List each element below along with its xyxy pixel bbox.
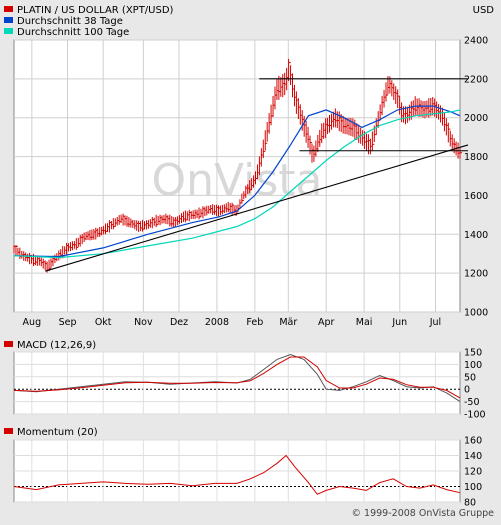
price-ytick-label: 2000 bbox=[464, 113, 488, 124]
macd-grid bbox=[14, 351, 460, 415]
footer-copyright: © 1999-2008 OnVista Gruppe bbox=[352, 508, 495, 519]
price-xtick-label: Sep bbox=[59, 317, 77, 328]
macd-ytick-label: -100 bbox=[464, 410, 486, 421]
price-xtick-label: Okt bbox=[95, 317, 112, 328]
macd-legend-swatch bbox=[4, 341, 13, 347]
legend-swatch-ma100 bbox=[4, 28, 13, 34]
momentum-title: Momentum (20) bbox=[17, 427, 98, 438]
macd-line bbox=[13, 353, 461, 403]
legend-label-ma38: Durchschnitt 38 Tage bbox=[17, 16, 123, 27]
macd-title: MACD (12,26,9) bbox=[17, 340, 96, 351]
macd-signal-line bbox=[13, 356, 461, 399]
legend-swatch-ma38 bbox=[4, 17, 13, 23]
price-ytick-label: 1400 bbox=[464, 230, 488, 241]
macd-ytick-label: -50 bbox=[464, 397, 480, 408]
momentum-ytick-label: 140 bbox=[464, 451, 482, 462]
price-trendlines bbox=[45, 78, 469, 272]
momentum-grid bbox=[14, 439, 460, 503]
watermark-logo: OnVista bbox=[151, 155, 322, 206]
price-ytick-label: 2200 bbox=[464, 74, 488, 85]
price-y-axis: 1000 1200 1400 1600 1800 2000 2200 2400 bbox=[464, 36, 488, 319]
price-xtick-label: Dez bbox=[170, 317, 188, 328]
macd-lines bbox=[13, 353, 461, 403]
macd-ytick-label: 0 bbox=[464, 385, 470, 396]
price-xtick-label: Apr bbox=[318, 317, 335, 328]
legend-label-price: PLATIN / US DOLLAR (XPT/USD) bbox=[17, 5, 174, 16]
momentum-line bbox=[13, 454, 461, 495]
price-lines bbox=[13, 105, 461, 259]
price-xtick-label: Aug bbox=[23, 317, 42, 328]
price-xtick-label: Feb bbox=[246, 317, 263, 328]
price-legend: PLATIN / US DOLLAR (XPT/USD) Durchschnit… bbox=[4, 5, 174, 38]
trendline-0 bbox=[45, 144, 469, 272]
price-xtick-label: Mär bbox=[279, 317, 297, 328]
price-xtick-label: Jun bbox=[391, 317, 407, 328]
momentum-ytick-label: 100 bbox=[464, 482, 482, 493]
price-ytick-label: 2400 bbox=[464, 36, 488, 47]
price-xtick-label: 2008 bbox=[205, 317, 229, 328]
ma38-line bbox=[13, 105, 461, 258]
price-ytick-label: 1200 bbox=[464, 269, 488, 280]
price-grid bbox=[14, 39, 460, 313]
macd-ytick-label: 100 bbox=[464, 360, 482, 371]
price-x-axis: Aug Sep Okt Nov Dez 2008 Feb Mär Apr Mai Jun Jul bbox=[23, 317, 442, 328]
price-xtick-label: Nov bbox=[134, 317, 153, 328]
legend-swatch-price bbox=[4, 6, 13, 12]
ma100-line bbox=[13, 109, 461, 259]
price-ytick-label: 1000 bbox=[464, 308, 488, 319]
currency-label: USD bbox=[473, 5, 495, 16]
momentum-ytick-label: 160 bbox=[464, 436, 482, 447]
momentum-ytick-label: 80 bbox=[464, 498, 476, 509]
price-ytick-label: 1800 bbox=[464, 152, 488, 163]
momentum-ytick-label: 120 bbox=[464, 467, 482, 478]
macd-ytick-label: 150 bbox=[464, 348, 482, 359]
legend-label-ma100: Durchschnitt 100 Tage bbox=[17, 27, 129, 38]
price-ytick-label: 1600 bbox=[464, 191, 488, 202]
momentum-y-axis: 80 100 120 140 160 bbox=[464, 436, 482, 509]
macd-ytick-label: 50 bbox=[464, 372, 476, 383]
momentum-legend-swatch bbox=[4, 428, 13, 434]
momentum-lines bbox=[13, 454, 461, 495]
price-xtick-label: Jul bbox=[429, 317, 441, 328]
price-xtick-label: Mai bbox=[356, 317, 373, 328]
